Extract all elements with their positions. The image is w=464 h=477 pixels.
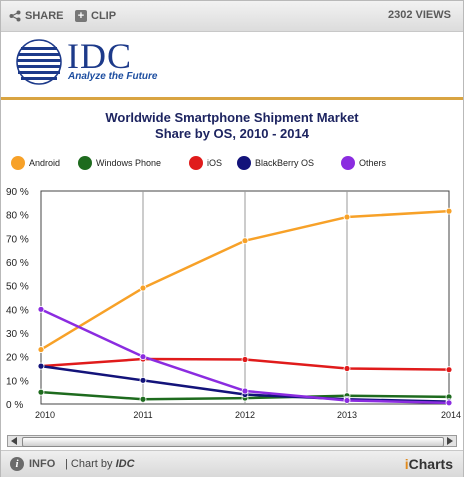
y-tick-label: 30 % [6,329,29,340]
x-tick-label: 2010 [35,410,55,420]
y-tick-label: 60 % [6,258,29,269]
x-tick-label: 2012 [235,410,255,420]
series-group [37,388,453,403]
idc-tagline: Analyze the Future [68,71,158,82]
legend-label: Windows Phone [96,158,161,168]
x-tick-label: 2013 [337,410,357,420]
idc-logo-text: IDC [67,36,132,76]
chart-title-line-2: Share by OS, 2010 - 2014 [155,126,310,141]
data-point[interactable] [139,353,147,361]
x-axis-ticks: 2010 2011 2012 2013 2014 [35,410,461,420]
legend-item[interactable]: Others [341,156,387,170]
data-point[interactable] [445,207,453,215]
data-point[interactable] [241,356,249,363]
legend-label: Android [29,158,60,168]
data-point[interactable] [139,376,147,384]
widget-footer: i INFO | Chart by IDC iCharts [1,450,463,477]
clip-button[interactable]: + CLIP [75,9,116,23]
legend-label: iOS [207,158,222,168]
widget-toolbar: SHARE + CLIP 2302 VIEWS [1,1,463,32]
legend-swatch [189,156,203,170]
data-point[interactable] [37,362,45,370]
legend-swatch [237,156,251,170]
legend-swatch [78,156,92,170]
y-tick-label: 10 % [6,376,29,387]
y-tick-label: 80 % [6,211,29,222]
data-point[interactable] [343,365,351,372]
header-divider [1,97,463,100]
scrollbar-thumb[interactable] [22,437,444,447]
chart-credit-prefix: | Chart by [65,458,113,470]
legend-item[interactable]: Android [11,156,60,170]
legend-item[interactable]: BlackBerry OS [237,156,314,170]
y-tick-label: 70 % [6,234,29,245]
data-point[interactable] [37,346,45,353]
idc-globe-icon [16,39,62,85]
series-group [37,305,453,407]
chart-credit-brand: IDC [115,458,135,470]
clip-label: CLIP [91,10,117,22]
logo-header: IDC Analyze the Future [1,32,463,96]
share-label: SHARE [25,10,64,22]
scroll-right-icon[interactable] [447,437,453,445]
data-point[interactable] [37,388,45,396]
y-tick-label: 40 % [6,305,29,316]
data-point[interactable] [343,397,351,404]
data-point[interactable] [241,387,249,395]
legend-item[interactable]: iOS [189,156,222,170]
legend-swatch [341,156,355,170]
icharts-logo-text: Charts [408,456,453,472]
data-point[interactable] [241,237,249,245]
legend-item[interactable]: Windows Phone [78,156,161,170]
y-axis-ticks: 0 % 10 % 20 % 30 % 40 % 50 % 60 % 70 % 80 % 90 % [6,187,29,411]
data-point[interactable] [445,366,453,374]
chart-title-line-1: Worldwide Smartphone Shipment Market [105,110,359,125]
views-count: 2302 VIEWS [388,9,451,21]
y-tick-label: 50 % [6,282,29,293]
y-tick-label: 0 % [6,400,23,411]
data-point[interactable] [37,305,45,313]
x-tick-label: 2011 [133,410,152,420]
series-group [37,207,453,353]
chart-legend: Android Windows Phone iOS BlackBerry OS Othe… [11,156,387,170]
share-button[interactable]: SHARE [9,9,64,23]
y-tick-label: 90 % [6,187,29,198]
line-chart: Worldwide Smartphone Shipment Market Sha… [1,100,463,430]
legend-swatch [11,156,25,170]
chart-series [37,207,453,407]
icharts-logo[interactable]: iCharts [405,456,453,472]
data-point[interactable] [343,213,351,221]
plus-icon: + [75,10,87,22]
chart-scrollbar[interactable] [7,435,457,447]
scroll-left-icon[interactable] [11,437,17,445]
chart-background [1,100,463,430]
chart-grid [40,190,450,405]
share-icon [9,10,21,22]
legend-label: BlackBerry OS [255,158,314,168]
y-tick-label: 20 % [6,353,29,364]
x-tick-label: 2014 [441,410,461,420]
data-point[interactable] [139,395,147,403]
chart-credit: | Chart by IDC [65,458,135,470]
icharts-logo-i: i [404,456,409,472]
legend-label: Others [359,158,387,168]
data-point[interactable] [139,284,147,292]
data-point[interactable] [445,399,453,407]
info-label[interactable]: INFO [29,458,56,470]
info-icon[interactable]: i [10,457,24,471]
